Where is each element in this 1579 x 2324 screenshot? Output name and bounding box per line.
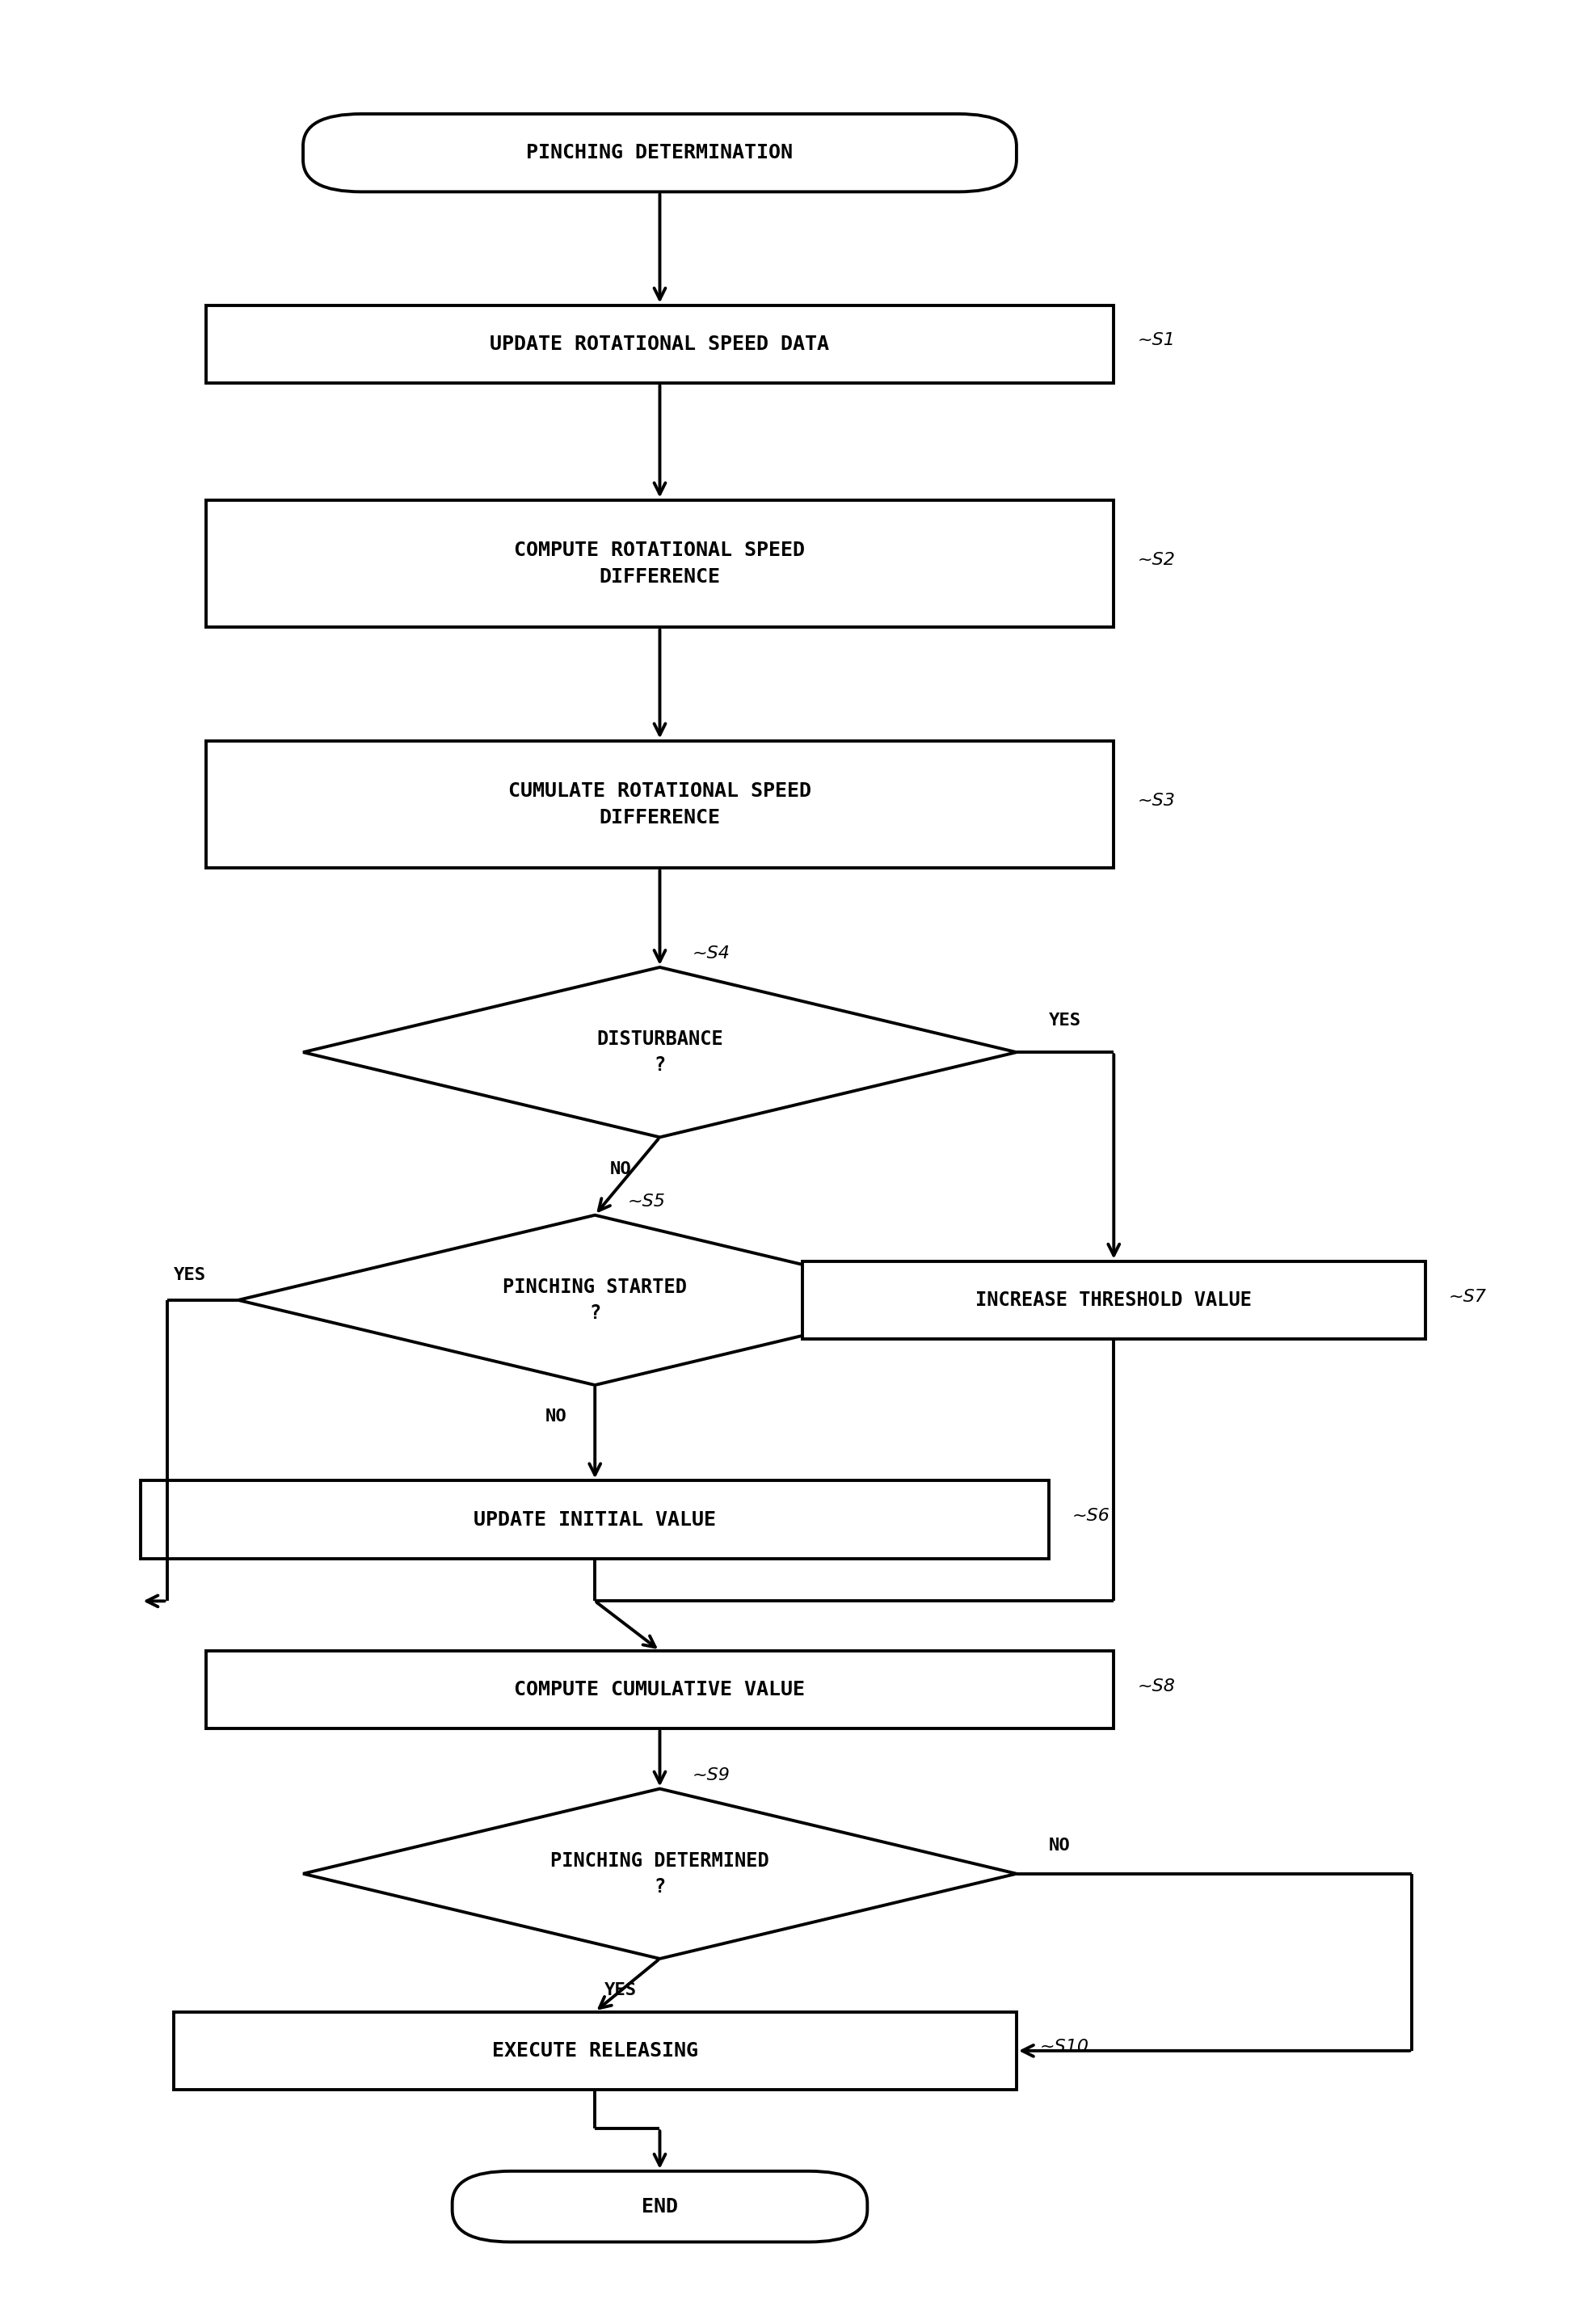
Text: EXECUTE RELEASING: EXECUTE RELEASING [493, 2040, 698, 2061]
Bar [205, 500, 1113, 627]
Text: PINCHING DETERMINED
?: PINCHING DETERMINED ? [551, 1852, 769, 1896]
FancyBboxPatch shape [303, 114, 1017, 193]
Polygon shape [303, 1789, 1017, 1959]
Text: PINCHING STARTED
?: PINCHING STARTED ? [502, 1278, 687, 1322]
Text: ~S5: ~S5 [627, 1192, 665, 1208]
Text: COMPUTE ROTATIONAL SPEED
DIFFERENCE: COMPUTE ROTATIONAL SPEED DIFFERENCE [515, 541, 805, 588]
Text: ~S1: ~S1 [1137, 332, 1175, 349]
Bar [141, 1480, 1048, 1559]
Text: YES: YES [1048, 1013, 1082, 1030]
Text: ~S3: ~S3 [1137, 792, 1175, 809]
Bar [802, 1262, 1426, 1339]
Text: PINCHING DETERMINATION: PINCHING DETERMINATION [526, 144, 793, 163]
Text: NO: NO [1048, 1838, 1071, 1855]
Text: ~S8: ~S8 [1137, 1678, 1175, 1694]
Text: CUMULATE ROTATIONAL SPEED
DIFFERENCE: CUMULATE ROTATIONAL SPEED DIFFERENCE [508, 781, 812, 827]
FancyBboxPatch shape [452, 2171, 867, 2243]
Bar [205, 304, 1113, 383]
Text: DISTURBANCE
?: DISTURBANCE ? [597, 1030, 723, 1074]
Text: COMPUTE CUMULATIVE VALUE: COMPUTE CUMULATIVE VALUE [515, 1680, 805, 1699]
Text: ~S7: ~S7 [1448, 1287, 1486, 1304]
Text: ~S4: ~S4 [692, 946, 729, 962]
Text: END: END [641, 2196, 677, 2217]
Text: ~S9: ~S9 [692, 1766, 729, 1783]
Text: ~S2: ~S2 [1137, 553, 1175, 567]
Polygon shape [303, 967, 1017, 1136]
Text: ~S6: ~S6 [1072, 1508, 1110, 1525]
Text: UPDATE INITIAL VALUE: UPDATE INITIAL VALUE [474, 1511, 717, 1529]
Text: NO: NO [609, 1162, 632, 1178]
Text: NO: NO [545, 1408, 567, 1425]
Text: YES: YES [174, 1267, 205, 1283]
Bar [174, 2013, 1017, 2089]
Text: INCREASE THRESHOLD VALUE: INCREASE THRESHOLD VALUE [976, 1290, 1252, 1311]
Text: ~S10: ~S10 [1041, 2038, 1090, 2054]
Polygon shape [238, 1215, 952, 1385]
Text: UPDATE ROTATIONAL SPEED DATA: UPDATE ROTATIONAL SPEED DATA [489, 335, 829, 353]
Bar [205, 1650, 1113, 1729]
Bar [205, 741, 1113, 869]
Text: YES: YES [605, 1982, 636, 1999]
